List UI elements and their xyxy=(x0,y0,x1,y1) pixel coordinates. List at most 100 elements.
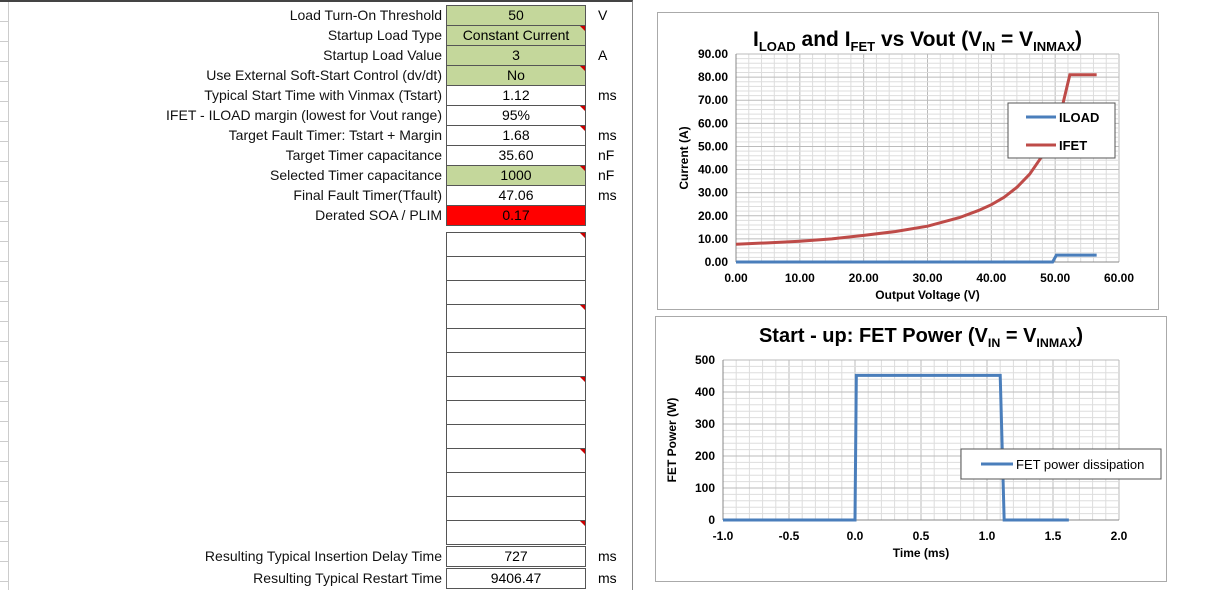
empty-row xyxy=(0,400,632,425)
empty-row xyxy=(0,304,632,329)
y-tick-label: 0 xyxy=(708,513,715,527)
parameter-value-cell[interactable]: 47.06 xyxy=(446,185,586,206)
parameter-row: IFET - ILOAD margin (lowest for Vout ran… xyxy=(0,105,632,126)
parameter-value-cell[interactable]: 3 xyxy=(446,45,586,66)
legend-label: ILOAD xyxy=(1059,110,1099,125)
parameter-label: Use External Soft-Start Control (dv/dt) xyxy=(206,67,442,83)
empty-value-cell[interactable] xyxy=(446,448,586,473)
chart-legend xyxy=(1007,102,1116,159)
y-tick-label: 400 xyxy=(695,385,715,399)
y-tick-label: 500 xyxy=(695,353,715,367)
parameter-unit: ms xyxy=(598,548,617,564)
empty-value-cell[interactable] xyxy=(446,280,586,305)
x-tick-label: 10.00 xyxy=(785,271,815,285)
empty-value-cell[interactable] xyxy=(446,256,586,281)
y-tick-label: 100 xyxy=(695,481,715,495)
parameter-label: Resulting Typical Restart Time xyxy=(253,570,442,586)
row-headers xyxy=(0,2,9,590)
parameter-row: Derated SOA / PLIM 0.17 xyxy=(0,205,632,226)
chart-svg: Start - up: FET Power (VIN = VINMAX) -1.0… xyxy=(665,325,1162,560)
y-tick-label: 70.00 xyxy=(698,93,728,107)
empty-value-cell[interactable] xyxy=(446,376,586,401)
parameter-value-cell[interactable]: 1.68 xyxy=(446,125,586,146)
parameter-value-cell[interactable]: 727 xyxy=(446,546,586,567)
x-tick-label: 60.00 xyxy=(1104,271,1134,285)
parameter-row: Resulting Typical Restart Time 9406.47 m… xyxy=(0,568,632,589)
x-tick-label: 0.5 xyxy=(913,529,930,543)
parameter-unit: ms xyxy=(598,570,617,586)
fet-power-chart[interactable]: Start - up: FET Power (VIN = VINMAX) -1.0… xyxy=(655,316,1167,582)
x-tick-label: -0.5 xyxy=(779,529,800,543)
y-tick-label: 60.00 xyxy=(698,116,728,130)
y-tick-label: 10.00 xyxy=(698,232,728,246)
x-tick-label: 2.0 xyxy=(1111,529,1128,543)
x-tick-label: 20.00 xyxy=(849,271,879,285)
parameter-value-cell[interactable]: 0.17 xyxy=(446,205,586,226)
empty-row xyxy=(0,352,632,377)
parameter-value-cell[interactable]: No xyxy=(446,65,586,86)
chart-svg: ILOAD and IFET vs Vout (VIN = VINMAX) 0.0… xyxy=(677,28,1134,302)
empty-value-cell[interactable] xyxy=(446,424,586,449)
parameter-label: Target Timer capacitance xyxy=(285,147,442,163)
series-line-fet-power-dissipation xyxy=(723,373,1069,522)
legend-label: IFET xyxy=(1059,138,1087,153)
x-axis-label: Time (ms) xyxy=(893,546,949,560)
parameter-unit: A xyxy=(598,47,608,63)
empty-row xyxy=(0,448,632,473)
parameter-label: Derated SOA / PLIM xyxy=(315,207,442,223)
x-axis-label: Output Voltage (V) xyxy=(875,288,979,302)
y-tick-label: 80.00 xyxy=(698,70,728,84)
parameter-row: Startup Load Type Constant Current xyxy=(0,25,632,46)
empty-value-cell[interactable] xyxy=(446,328,586,353)
x-tick-label: 0.00 xyxy=(724,271,748,285)
y-tick-label: 0.00 xyxy=(705,255,729,269)
chart-title: ILOAD and IFET vs Vout (VIN = VINMAX) xyxy=(753,28,1082,54)
empty-value-cell[interactable] xyxy=(446,400,586,425)
legend-label: FET power dissipation xyxy=(1016,457,1144,472)
current-vs-vout-chart[interactable]: ILOAD and IFET vs Vout (VIN = VINMAX) 0.0… xyxy=(657,12,1159,310)
parameter-row: Final Fault Timer(Tfault) 47.06 ms xyxy=(0,185,632,206)
parameter-label: Startup Load Type xyxy=(327,27,442,43)
parameter-value-cell[interactable]: 1000 xyxy=(446,165,586,186)
parameter-value-cell[interactable]: 9406.47 xyxy=(446,568,586,589)
parameter-unit: ms xyxy=(598,127,617,143)
chart-title: Start - up: FET Power (VIN = VINMAX) xyxy=(759,325,1083,350)
parameter-label: Target Fault Timer: Tstart + Margin xyxy=(228,127,442,143)
x-tick-label: 0.0 xyxy=(847,529,864,543)
parameter-value-cell[interactable]: 50 xyxy=(446,5,586,26)
empty-row xyxy=(0,376,632,401)
parameter-label: Resulting Typical Insertion Delay Time xyxy=(204,548,442,564)
empty-row xyxy=(0,280,632,305)
parameter-row: Load Turn-On Threshold 50 V xyxy=(0,5,632,26)
y-tick-label: 300 xyxy=(695,417,715,431)
x-tick-label: -1.0 xyxy=(713,529,734,543)
empty-row xyxy=(0,232,632,257)
parameter-row: Resulting Typical Insertion Delay Time 7… xyxy=(0,546,632,567)
parameter-label: Load Turn-On Threshold xyxy=(289,7,442,23)
empty-value-cell[interactable] xyxy=(446,304,586,329)
parameter-value-cell[interactable]: 35.60 xyxy=(446,145,586,166)
parameter-row: Startup Load Value 3 A xyxy=(0,45,632,66)
empty-value-cell[interactable] xyxy=(446,472,586,497)
y-tick-label: 200 xyxy=(695,449,715,463)
empty-value-cell[interactable] xyxy=(446,520,586,545)
parameter-value-cell[interactable]: Constant Current xyxy=(446,25,586,46)
spreadsheet: Load Turn-On Threshold 50 V Startup Load … xyxy=(0,0,633,590)
empty-row xyxy=(0,472,632,497)
empty-value-cell[interactable] xyxy=(446,496,586,521)
empty-row xyxy=(0,328,632,353)
parameter-label: Typical Start Time with Vinmax (Tstart) xyxy=(204,87,442,103)
y-tick-label: 40.00 xyxy=(698,163,728,177)
empty-value-cell[interactable] xyxy=(446,232,586,257)
parameter-unit: ms xyxy=(598,87,617,103)
parameter-value-cell[interactable]: 95% xyxy=(446,105,586,126)
x-tick-label: 30.00 xyxy=(912,271,942,285)
parameter-value-cell[interactable]: 1.12 xyxy=(446,85,586,106)
parameter-label: Selected Timer capacitance xyxy=(270,167,442,183)
empty-row xyxy=(0,496,632,521)
y-tick-label: 30.00 xyxy=(698,186,728,200)
x-tick-label: 1.0 xyxy=(979,529,996,543)
x-tick-label: 1.5 xyxy=(1045,529,1062,543)
empty-value-cell[interactable] xyxy=(446,352,586,377)
parameter-row: Typical Start Time with Vinmax (Tstart) … xyxy=(0,85,632,106)
